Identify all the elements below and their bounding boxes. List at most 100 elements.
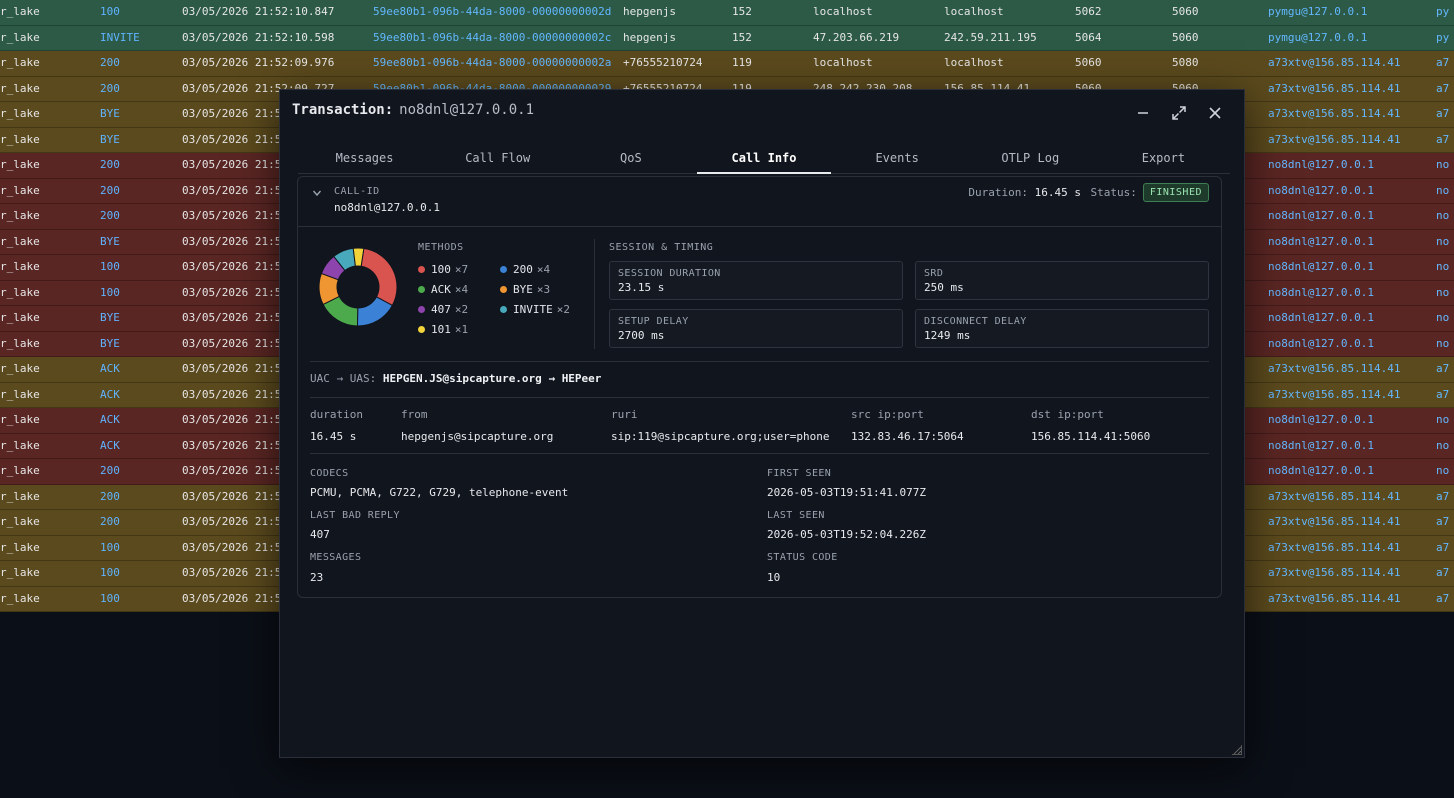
- session-timing-label: SESSION & TIMING: [609, 242, 714, 253]
- table-cell-user: pymgu@127.0.0.1: [1268, 5, 1368, 18]
- table-cell-user: a73xtv@156.85.114.41: [1268, 81, 1401, 95]
- callid-header[interactable]: CALL-ID no8dnl@127.0.0.1 Duration: 16.45…: [298, 177, 1221, 227]
- table-cell-method: 200: [100, 489, 120, 503]
- ruri-cell: sip:119@sipcapture.org;user=phone: [611, 430, 830, 443]
- src-ip-header: src ip:port: [851, 408, 924, 421]
- legend-count: ×2: [556, 303, 570, 316]
- table-cell-user2: a7: [1436, 566, 1450, 579]
- duration-value: 16.45 s: [1034, 186, 1081, 199]
- legend-item-invite: INVITE ×2: [500, 303, 570, 316]
- transaction-id: no8dnl@127.0.0.1: [399, 102, 535, 118]
- table-cell-src: r_lake: [0, 285, 40, 299]
- minimize-icon[interactable]: [1132, 102, 1154, 124]
- table-cell-srcip: localhost: [813, 5, 873, 18]
- table-cell-method: 100: [100, 285, 120, 299]
- uac-prefix: UAC → UAS:: [310, 372, 377, 385]
- table-cell-user: no8dnl@127.0.0.1: [1268, 183, 1374, 197]
- table-cell-method: ACK: [100, 413, 120, 426]
- table-cell-user2: a7: [1436, 362, 1450, 375]
- table-cell-src: r_lake: [0, 234, 40, 248]
- table-cell-dstip: 242.59.211.195: [944, 30, 1037, 44]
- from-cell: hepgenjs@sipcapture.org: [401, 430, 554, 443]
- table-cell-method: BYE: [100, 107, 120, 120]
- table-cell-user: a73xtv@156.85.114.41: [1268, 540, 1401, 554]
- messages-value: 23: [310, 571, 324, 584]
- table-cell-to: 152: [732, 30, 752, 44]
- table-cell-to: 152: [732, 5, 752, 18]
- ruri-header: ruri: [611, 408, 638, 421]
- table-cell-user: pymgu@127.0.0.1: [1268, 30, 1368, 44]
- call-info-panel: CALL-ID no8dnl@127.0.0.1 Duration: 16.45…: [297, 176, 1222, 598]
- table-row[interactable]: r_lake 200 03/05/2026 21:52:09.976 59ee80b1…: [0, 51, 1454, 77]
- table-cell-user2: a7: [1436, 107, 1450, 120]
- legend-dot-icon: [418, 326, 425, 333]
- duration-header: duration: [310, 408, 363, 421]
- table-cell-dport: 5060: [1172, 30, 1199, 44]
- tab-export[interactable]: Export: [1141, 151, 1186, 165]
- legend-item-100: 100 ×7: [418, 263, 468, 276]
- table-cell-method: 200: [100, 209, 120, 222]
- status-badge: FINISHED: [1142, 183, 1209, 202]
- table-cell-sport: 5064: [1075, 30, 1102, 44]
- modal-header: Transaction: no8dnl@127.0.0.1: [292, 102, 1232, 124]
- table-cell-method: BYE: [100, 234, 120, 248]
- chevron-down-icon[interactable]: [312, 188, 322, 201]
- tab-qos[interactable]: QoS: [620, 151, 642, 165]
- tab-otlp-log[interactable]: OTLP Log: [1001, 151, 1060, 165]
- table-cell-user: no8dnl@127.0.0.1: [1268, 209, 1374, 222]
- legend-item-407: 407 ×2: [418, 303, 468, 316]
- table-cell-user: a73xtv@156.85.114.41: [1268, 132, 1401, 146]
- table-row[interactable]: r_lake 100 03/05/2026 21:52:10.847 59ee80b1…: [0, 0, 1454, 26]
- table-cell-user2: no: [1436, 311, 1450, 324]
- status-code-label: STATUS CODE: [767, 552, 838, 563]
- legend-count: ×1: [454, 323, 469, 336]
- legend-dot-icon: [500, 266, 507, 273]
- legend-method: 407: [431, 303, 451, 316]
- tab-messages[interactable]: Messages: [335, 151, 394, 165]
- table-cell-user: no8dnl@127.0.0.1: [1268, 260, 1374, 273]
- tab-call-info[interactable]: Call Info: [697, 142, 831, 174]
- tab-events[interactable]: Events: [875, 151, 919, 165]
- table-cell-date: 03/05/2026 21:52:09.976: [182, 56, 335, 69]
- legend-method: 101: [431, 323, 451, 336]
- table-cell-user: a73xtv@156.85.114.41: [1268, 489, 1401, 503]
- table-cell-from: +76555210724: [623, 56, 703, 69]
- table-cell-method: INVITE: [100, 30, 140, 44]
- table-cell-callid: 59ee80b1-096b-44da-8000-00000000002c: [373, 30, 612, 44]
- legend-dot-icon: [500, 286, 507, 293]
- table-cell-src: r_lake: [0, 5, 40, 18]
- resize-handle[interactable]: [1232, 745, 1242, 755]
- table-cell-src: r_lake: [0, 158, 40, 171]
- table-cell-from: hepgenjs: [623, 30, 676, 44]
- legend-dot-icon: [418, 266, 425, 273]
- legend-count: ×4: [454, 283, 469, 296]
- first-seen-label: FIRST SEEN: [767, 468, 832, 479]
- legend-dot-icon: [418, 286, 425, 293]
- divider: [594, 239, 595, 349]
- table-cell-src: r_lake: [0, 30, 40, 44]
- divider: [310, 361, 1209, 362]
- close-icon[interactable]: [1204, 102, 1226, 124]
- table-row[interactable]: r_lake INVITE 03/05/2026 21:52:10.598 59ee8…: [0, 25, 1454, 51]
- table-cell-method: ACK: [100, 362, 120, 375]
- table-cell-method: BYE: [100, 336, 120, 350]
- table-cell-user: a73xtv@156.85.114.41: [1268, 591, 1401, 605]
- table-cell-user: a73xtv@156.85.114.41: [1268, 515, 1401, 528]
- table-cell-user: no8dnl@127.0.0.1: [1268, 311, 1374, 324]
- table-cell-srcip: 47.203.66.219: [813, 30, 900, 44]
- table-cell-user2: no: [1436, 438, 1450, 452]
- table-cell-user: a73xtv@156.85.114.41: [1268, 362, 1401, 375]
- status-display: Status: FINISHED: [1090, 183, 1209, 202]
- table-cell-user: a73xtv@156.85.114.41: [1268, 387, 1401, 401]
- table-cell-user2: no: [1436, 183, 1450, 197]
- legend-method: 100: [431, 263, 451, 276]
- tab-call-flow[interactable]: Call Flow: [465, 151, 531, 165]
- maximize-icon[interactable]: [1168, 102, 1190, 124]
- legend-dot-icon: [500, 306, 507, 313]
- status-label: Status:: [1090, 186, 1137, 199]
- table-cell-user: no8dnl@127.0.0.1: [1268, 464, 1374, 477]
- uac-to: HEPeer: [561, 372, 602, 385]
- table-cell-date: 03/05/2026 21:52:10.847: [182, 5, 335, 18]
- table-cell-src: r_lake: [0, 183, 40, 197]
- table-cell-src: r_lake: [0, 132, 40, 146]
